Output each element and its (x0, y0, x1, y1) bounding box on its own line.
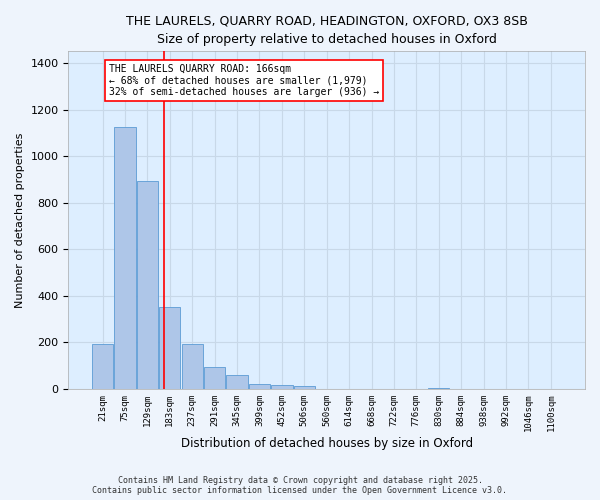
Bar (226, 376, 248, 389)
Bar (293, 386, 315, 389)
Bar (159, 308, 181, 389)
X-axis label: Distribution of detached houses by size in Oxford: Distribution of detached houses by size … (181, 437, 473, 450)
Bar (271, 385, 293, 389)
Bar (204, 367, 225, 389)
Bar (249, 384, 270, 389)
Text: Contains HM Land Registry data © Crown copyright and database right 2025.
Contai: Contains HM Land Registry data © Crown c… (92, 476, 508, 495)
Title: THE LAURELS, QUARRY ROAD, HEADINGTON, OXFORD, OX3 8SB
Size of property relative : THE LAURELS, QUARRY ROAD, HEADINGTON, OX… (126, 15, 527, 46)
Bar (428, 388, 449, 389)
Bar (182, 344, 203, 389)
Bar (92, 344, 113, 389)
Bar (115, 127, 136, 389)
Bar (137, 181, 158, 389)
Text: THE LAURELS QUARRY ROAD: 166sqm
← 68% of detached houses are smaller (1,979)
32%: THE LAURELS QUARRY ROAD: 166sqm ← 68% of… (109, 64, 380, 98)
Y-axis label: Number of detached properties: Number of detached properties (15, 132, 25, 308)
